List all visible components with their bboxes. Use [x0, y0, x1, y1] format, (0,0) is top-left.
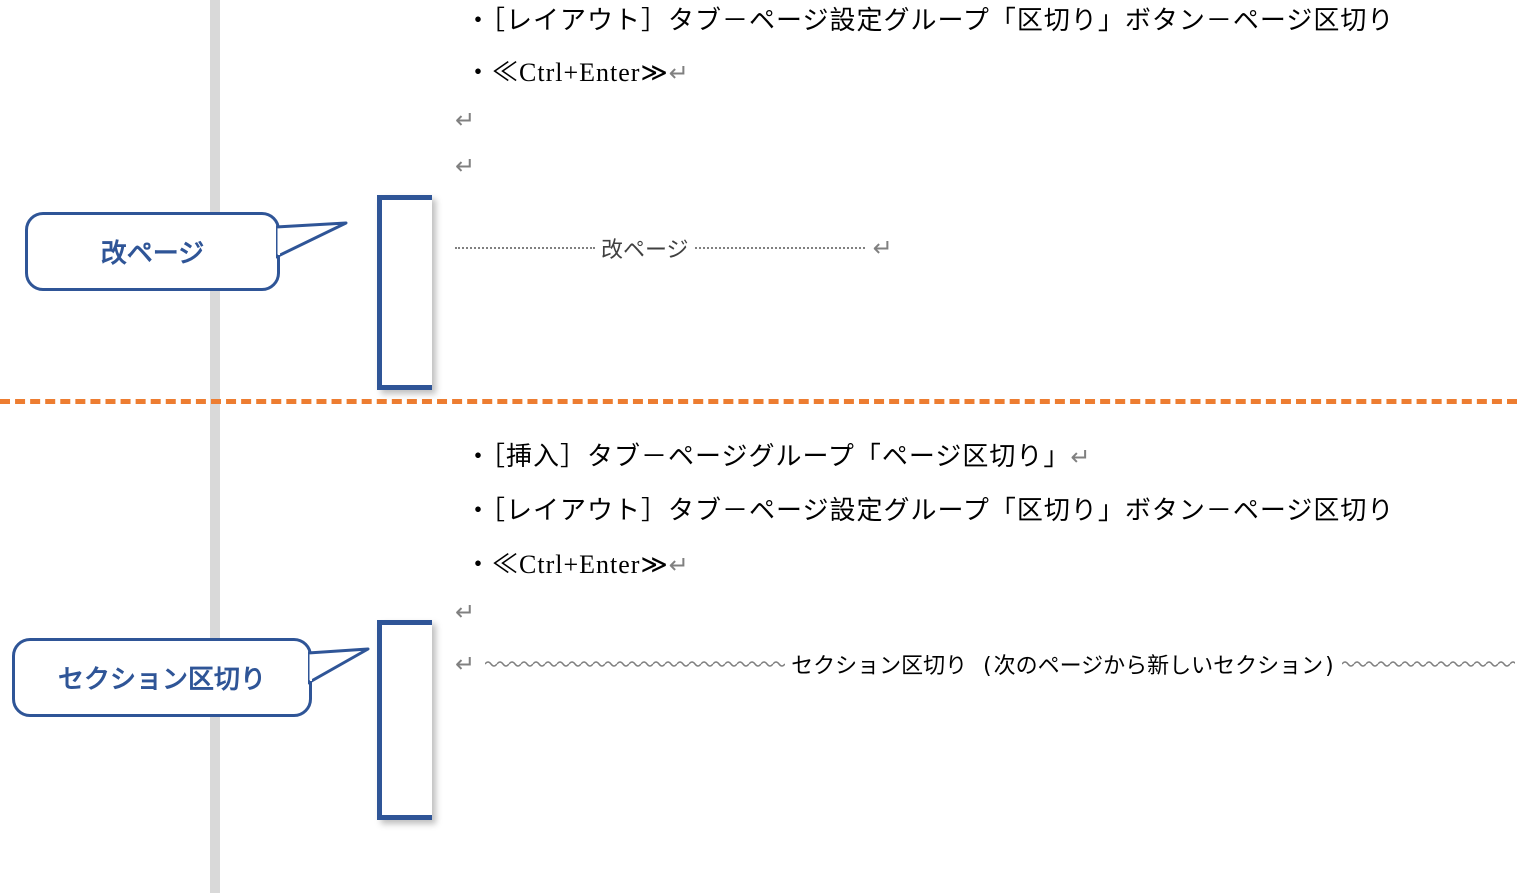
section-break-wavy-left: [485, 660, 785, 668]
upper-line-2-key: Ctrl+Enter: [519, 58, 640, 87]
page-break-dots-right: [695, 247, 865, 249]
section-break-wavy-right: [1342, 660, 1515, 668]
lower-line-2: ・［レイアウト］タブ－ページ設定グループ「区切り」ボタン－ページ区切り: [465, 490, 1394, 527]
upper-line-2-prefix: ・≪: [465, 58, 519, 87]
upper-line-1: ・［レイアウト］タブ－ページ設定グループ「区切り」ボタン－ページ区切り: [465, 0, 1394, 37]
paragraph-mark-icon: ↵: [455, 650, 475, 679]
lower-line-1-text: ・［挿入］タブ－ページグループ「ページ区切り」: [465, 442, 1070, 471]
lower-line-1: ・［挿入］タブ－ページグループ「ページ区切り」↵: [465, 436, 1092, 473]
paragraph-mark-icon: ↵: [873, 234, 893, 263]
orange-divider: [0, 399, 1517, 404]
lower-line-3: ・≪Ctrl+Enter≫↵: [465, 544, 690, 581]
lower-line-3-suffix: ≫: [640, 550, 668, 579]
paragraph-mark-icon: ↵: [669, 61, 690, 87]
page-break-dots-left: [455, 247, 595, 249]
page-break-label: 改ページ: [595, 232, 695, 264]
lower-line-3-key: Ctrl+Enter: [519, 550, 640, 579]
callout-tail-icon: [308, 641, 378, 701]
lower-line-3-prefix: ・≪: [465, 550, 519, 579]
callout-section-break-text: セクション区切り: [58, 664, 266, 694]
section-break-marker: ↵ セクション区切り (次のページから新しいセクション): [455, 648, 1515, 680]
upper-line-2-suffix: ≫: [640, 58, 668, 87]
callout-section-break: セクション区切り: [12, 638, 312, 717]
paragraph-mark-icon: ↵: [455, 598, 475, 627]
upper-line-2: ・≪Ctrl+Enter≫↵: [465, 52, 690, 89]
section-break-label: セクション区切り (次のページから新しいセクション): [785, 648, 1342, 680]
page-break-marker: 改ページ ↵: [455, 232, 893, 264]
paragraph-mark-icon: ↵: [455, 106, 475, 135]
paragraph-mark-icon: ↵: [669, 553, 690, 579]
vertical-rule: [210, 0, 220, 893]
callout-tail-icon: [276, 215, 356, 275]
paragraph-mark-icon: ↵: [455, 152, 475, 181]
bracket-section-break: [377, 620, 432, 820]
paragraph-mark-icon: ↵: [1070, 445, 1091, 471]
callout-page-break: 改ページ: [25, 212, 280, 291]
bracket-page-break: [377, 195, 432, 390]
callout-page-break-text: 改ページ: [101, 238, 204, 268]
